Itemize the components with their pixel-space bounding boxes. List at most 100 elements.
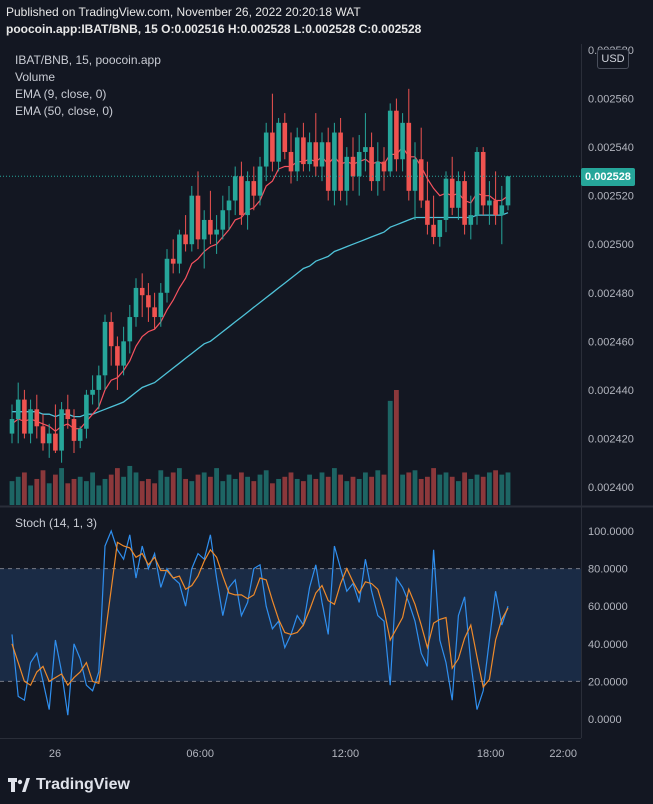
volume-bar <box>406 472 412 505</box>
stoch-band <box>0 568 581 682</box>
time-tick-label: 22:00 <box>549 748 577 760</box>
candle-body <box>363 147 368 152</box>
volume-bar <box>418 478 424 505</box>
volume-bar <box>96 485 102 505</box>
volume-bar <box>102 478 108 505</box>
volume-bar <box>15 476 21 505</box>
candle-body <box>257 166 263 196</box>
candle-body <box>96 375 102 390</box>
candle-body <box>406 122 412 191</box>
candle-body <box>294 137 300 172</box>
candle-body <box>276 122 281 162</box>
volume-bar <box>251 481 257 505</box>
volume-bar <box>139 481 145 505</box>
candle-body <box>195 195 201 240</box>
candle-body <box>480 151 486 206</box>
volume-bar <box>34 478 40 505</box>
candle-body <box>307 142 312 165</box>
symbol-label: poocoin.app:IBAT/BNB, 15 <box>6 22 158 36</box>
volume-bar <box>307 474 312 505</box>
candle-body <box>431 224 436 237</box>
candle-body <box>71 419 77 441</box>
candle-body <box>499 205 505 216</box>
time-tick-label: 06:00 <box>186 748 214 760</box>
candle-body <box>102 321 108 376</box>
currency-button[interactable]: USD <box>597 49 629 69</box>
volume-bar <box>77 476 83 505</box>
volume-bar <box>9 481 15 505</box>
price-tick-label: 0.002500 <box>588 239 634 251</box>
volume-bar <box>53 474 58 505</box>
candle-body <box>28 409 33 434</box>
price-tick-label: 0.002480 <box>588 288 634 300</box>
candle-body <box>90 389 95 395</box>
volume-bar <box>369 476 374 505</box>
candle-body <box>34 409 40 427</box>
candle-body <box>139 287 145 296</box>
candle-body <box>301 137 306 165</box>
candle-body <box>84 394 89 429</box>
volume-bar <box>468 478 474 505</box>
volume-bar <box>462 472 467 505</box>
candle-body <box>381 161 387 172</box>
volume-bar <box>499 474 505 505</box>
candle-body <box>449 178 455 208</box>
candle-body <box>22 399 27 434</box>
candle-body <box>133 287 139 318</box>
candle-body <box>325 142 331 191</box>
price-tick-label: 0.002420 <box>588 433 634 445</box>
candle-body <box>319 142 325 167</box>
candle-body <box>344 156 350 191</box>
volume-bar <box>431 468 436 505</box>
candle-body <box>77 428 83 441</box>
volume-bar <box>332 468 337 505</box>
volume-bar <box>350 476 356 505</box>
stoch-legend: Stoch (14, 1, 3) <box>15 516 98 530</box>
volume-bar <box>425 476 430 505</box>
candle-body <box>493 200 498 216</box>
candle-body <box>375 161 381 182</box>
candle-body <box>245 181 250 216</box>
volume-bar <box>505 472 511 505</box>
stoch-tick-label: 80.0000 <box>588 564 628 576</box>
candle-body <box>456 181 461 208</box>
candle-body <box>226 200 232 211</box>
tradingview-logo-icon <box>8 778 30 792</box>
stoch-k-line <box>11 529 509 716</box>
volume-bar <box>437 474 443 505</box>
candle-body <box>332 132 337 191</box>
volume-bar <box>338 474 343 505</box>
candle-body <box>164 258 170 293</box>
volume-bar <box>276 478 281 505</box>
stoch-tick-label: 100.0000 <box>588 526 634 538</box>
stoch-tick-label: 60.0000 <box>588 601 628 613</box>
candle-body <box>15 399 21 420</box>
price-tick-label: 0.002560 <box>588 94 634 106</box>
candle-body <box>474 151 480 216</box>
volume-bar <box>146 478 151 505</box>
candle-body <box>425 200 430 225</box>
volume-bar <box>319 472 325 505</box>
candle-body <box>208 219 213 235</box>
volume-bar <box>381 474 387 505</box>
time-tick-label: 12:00 <box>332 748 360 760</box>
candle-body <box>313 142 319 167</box>
candle-body <box>146 295 151 308</box>
symbol-ohlc-line: poocoin.app:IBAT/BNB, 15 O:0.002516 H:0.… <box>6 22 421 36</box>
time-tick-label: 26 <box>49 748 61 760</box>
volume-bar <box>46 483 52 505</box>
volume-bar <box>400 474 405 505</box>
ema50-legend: EMA (50, close, 0) <box>15 104 114 118</box>
candle-body <box>505 176 511 206</box>
volume-bar <box>375 470 381 505</box>
volume-bar <box>220 481 226 505</box>
volume-bar <box>226 474 232 505</box>
price-tick-label: 0.002400 <box>588 482 634 494</box>
price-tick-label: 0.002540 <box>588 142 634 154</box>
candle-body <box>288 151 294 172</box>
tradingview-logo[interactable]: TradingView <box>8 776 130 794</box>
candle-body <box>170 258 176 264</box>
stoch-d-line <box>11 541 509 689</box>
candle-body <box>183 234 188 245</box>
